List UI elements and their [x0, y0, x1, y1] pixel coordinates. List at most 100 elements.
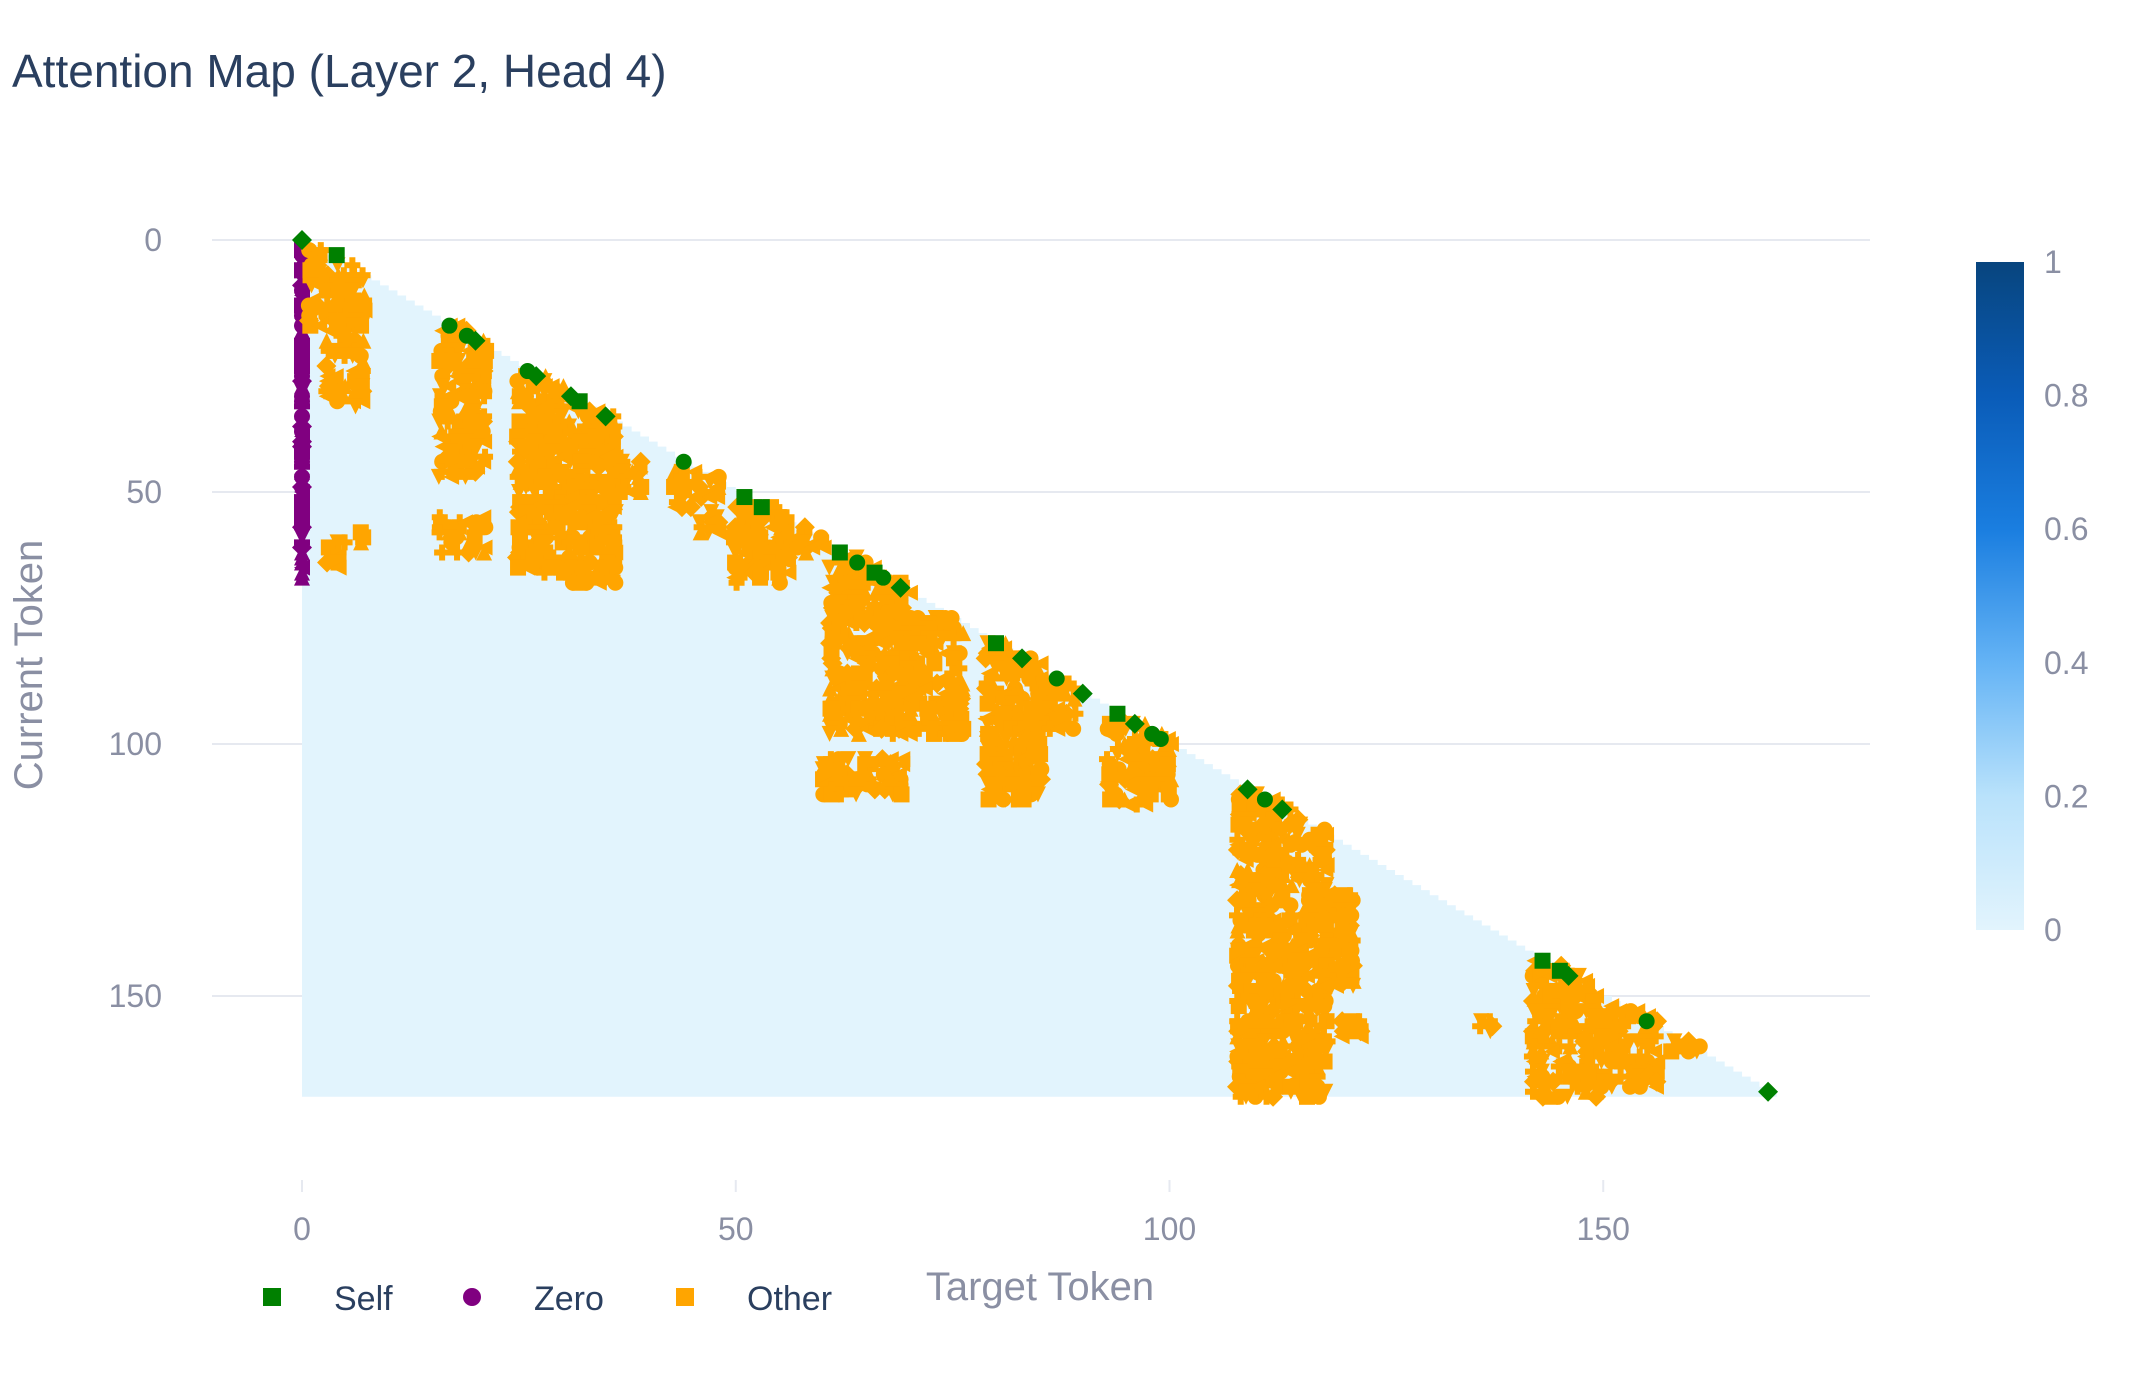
- other-marker: [477, 448, 494, 465]
- other-marker: [867, 700, 884, 717]
- other-marker: [910, 625, 927, 642]
- other-marker: [752, 569, 769, 586]
- self-marker: [1012, 648, 1033, 669]
- other-marker: [1603, 1078, 1620, 1095]
- other-marker: [893, 786, 910, 803]
- self-marker: [1256, 791, 1273, 808]
- other-marker: [867, 756, 884, 773]
- y-tick-label: 50: [126, 474, 162, 510]
- other-marker: [804, 539, 821, 556]
- other-marker: [450, 453, 467, 470]
- other-marker: [815, 539, 832, 556]
- other-marker: [680, 497, 701, 518]
- other-marker: [772, 539, 789, 556]
- other-marker: [1550, 1058, 1567, 1075]
- other-marker: [1647, 1078, 1664, 1095]
- other-marker: [354, 393, 371, 410]
- other-marker: [1603, 1053, 1620, 1070]
- other-marker: [673, 468, 690, 485]
- colorbar-gradient: [1976, 262, 2024, 930]
- other-marker: [692, 524, 709, 541]
- x-tick-label: 100: [1143, 1211, 1196, 1247]
- other-marker: [449, 363, 466, 380]
- other-marker: [466, 529, 483, 546]
- other-marker: [1263, 1086, 1284, 1107]
- other-marker: [1232, 962, 1249, 979]
- other-marker: [1282, 917, 1299, 934]
- other-marker: [1325, 972, 1342, 989]
- other-marker: [1542, 1008, 1559, 1025]
- other-marker: [553, 398, 570, 415]
- self-marker: [465, 330, 486, 351]
- self-marker: [849, 554, 866, 571]
- other-marker: [1472, 1018, 1489, 1035]
- other-marker: [926, 725, 943, 742]
- self-marker: [571, 393, 588, 410]
- y-tick-label: 0: [144, 222, 162, 258]
- other-marker: [996, 690, 1013, 707]
- other-marker: [1352, 1028, 1369, 1045]
- other-marker: [1119, 796, 1136, 813]
- other-marker: [588, 456, 609, 477]
- other-marker: [691, 487, 712, 508]
- other-marker: [354, 363, 371, 380]
- self-marker: [736, 489, 753, 506]
- other-marker: [1482, 1023, 1499, 1040]
- other-marker: [460, 373, 477, 390]
- other-marker: [1310, 1088, 1327, 1105]
- other-marker: [321, 544, 338, 561]
- other-marker: [510, 484, 527, 500]
- other-marker: [1274, 1043, 1291, 1060]
- other-marker: [1648, 1063, 1665, 1080]
- other-marker: [442, 433, 459, 450]
- y-tick-label: 150: [109, 978, 162, 1014]
- x-tick-label: 50: [718, 1211, 754, 1247]
- other-marker: [1229, 831, 1246, 848]
- other-marker: [821, 725, 838, 742]
- other-marker: [778, 509, 795, 526]
- other-marker: [709, 489, 726, 506]
- colorbar-tick-label: 1: [2044, 244, 2062, 280]
- other-marker: [1126, 736, 1143, 752]
- other-marker: [1292, 816, 1309, 833]
- other-marker: [700, 524, 717, 541]
- other-marker: [510, 559, 527, 576]
- other-marker: [1345, 977, 1362, 994]
- other-marker: [319, 287, 336, 304]
- other-marker: [1067, 705, 1084, 722]
- other-marker: [867, 630, 884, 647]
- other-marker: [336, 534, 353, 551]
- other-marker: [1137, 796, 1154, 813]
- other-marker: [318, 383, 335, 400]
- legend-item-other: Other: [676, 1280, 832, 1318]
- other-marker: [1005, 791, 1022, 808]
- self-marker: [1237, 779, 1258, 800]
- other-marker: [1525, 982, 1542, 999]
- self-marker: [988, 635, 1004, 652]
- other-marker: [925, 700, 942, 717]
- other-marker: [796, 524, 813, 541]
- other-marker: [850, 725, 867, 742]
- other-marker: [544, 443, 561, 460]
- other-marker: [465, 461, 486, 482]
- other-marker: [1688, 1043, 1705, 1060]
- other-marker: [916, 680, 933, 697]
- other-marker: [449, 544, 466, 561]
- other-marker: [1559, 1088, 1576, 1105]
- other-marker: [1065, 695, 1082, 712]
- other-marker: [1065, 680, 1082, 697]
- other-marker: [450, 342, 467, 359]
- other-marker: [1290, 1073, 1307, 1090]
- other-marker: [1647, 1028, 1664, 1045]
- other-marker: [1526, 1038, 1543, 1055]
- other-marker: [1004, 776, 1021, 793]
- other-marker: [354, 272, 371, 289]
- other-marker: [1316, 998, 1333, 1015]
- self-marker: [1048, 670, 1065, 687]
- other-marker: [1543, 1043, 1560, 1060]
- other-marker: [1230, 998, 1247, 1015]
- other-marker: [1230, 1038, 1247, 1055]
- self-marker: [875, 569, 892, 586]
- series-self: [292, 230, 1779, 1102]
